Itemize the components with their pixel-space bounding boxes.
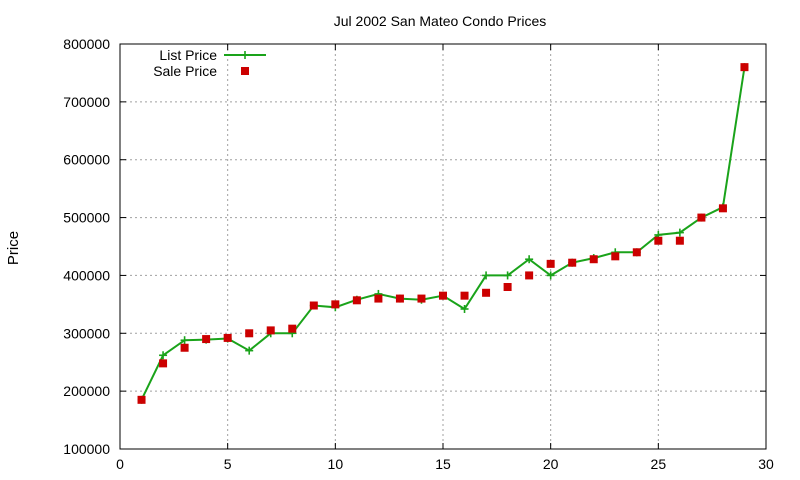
sale-price-point [374, 294, 383, 303]
sale-price-point [697, 213, 706, 222]
sale-price-point [632, 248, 641, 257]
list-price-point [482, 271, 491, 280]
y-tick-label: 300000 [63, 325, 110, 341]
y-tick-label: 400000 [63, 267, 110, 283]
y-tick-label: 800000 [63, 36, 110, 52]
sale-price-point [288, 324, 297, 333]
sale-price-point [568, 258, 577, 267]
sale-price-point [503, 283, 512, 291]
sale-price-point [137, 395, 146, 404]
list-price-point [460, 304, 469, 313]
list-price-point [245, 346, 254, 355]
list-price-point [675, 228, 684, 237]
sale-price-point [718, 204, 727, 213]
x-tick-label: 25 [651, 456, 667, 472]
sale-price-point [482, 288, 491, 297]
x-tick-label: 30 [758, 456, 774, 472]
data-series [137, 63, 749, 404]
sale-price-point [223, 333, 232, 342]
axis-ticks: 0 5 10 15 20 25 30 100000 200000 300000 400000 5000… [63, 36, 774, 472]
y-tick-label: 700000 [63, 94, 110, 110]
sale-price-point [525, 271, 534, 280]
sale-price-point [654, 236, 663, 245]
sale-price-point [309, 301, 318, 310]
x-tick-label: 5 [224, 456, 232, 472]
sale-price-point [740, 63, 749, 72]
grid-lines [120, 44, 766, 449]
legend: List Price Sale Price [153, 47, 266, 79]
sale-price-point [245, 329, 254, 338]
legend-marker-sale-price [241, 67, 249, 75]
x-tick-label: 10 [328, 456, 344, 472]
sale-price-point [460, 291, 469, 300]
sale-price-point [331, 300, 340, 309]
sale-price-point [159, 359, 168, 368]
list-price-point [525, 255, 534, 264]
sale-price-point [266, 326, 275, 335]
sale-price-point [417, 294, 426, 303]
x-tick-label: 0 [116, 456, 124, 472]
list-price-point [159, 351, 168, 360]
y-tick-label: 500000 [63, 210, 110, 226]
y-axis-label: Price [5, 231, 22, 265]
sale-price-point [611, 252, 620, 261]
y-tick-label: 200000 [63, 383, 110, 399]
x-tick-label: 20 [543, 456, 559, 472]
list-price-point [546, 271, 555, 280]
y-tick-label: 600000 [63, 152, 110, 168]
list-price-point [180, 336, 189, 345]
sale-price-point [202, 335, 211, 344]
chart-title: Jul 2002 San Mateo Condo Prices [334, 13, 546, 29]
y-tick-label: 100000 [63, 441, 110, 457]
sale-price-point [395, 294, 404, 303]
sale-price-point [589, 255, 598, 264]
legend-label-list-price: List Price [159, 47, 217, 63]
sale-price-point [546, 259, 555, 268]
x-tick-label: 15 [435, 456, 451, 472]
sale-price-point [439, 291, 447, 300]
sale-price-point [352, 296, 361, 305]
sale-price-point [180, 343, 189, 352]
legend-label-sale-price: Sale Price [153, 63, 217, 79]
list-price-point [503, 271, 512, 280]
sale-price-point [675, 236, 684, 245]
